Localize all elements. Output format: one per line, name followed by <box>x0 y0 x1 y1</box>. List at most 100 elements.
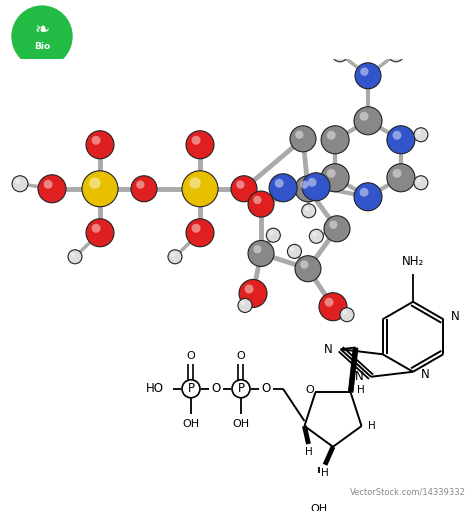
Circle shape <box>335 49 340 54</box>
Circle shape <box>248 191 274 217</box>
Text: O: O <box>187 351 195 361</box>
Text: P: P <box>188 382 194 396</box>
Circle shape <box>295 130 303 139</box>
Circle shape <box>86 131 114 159</box>
Text: OH: OH <box>182 419 200 429</box>
Circle shape <box>392 131 401 140</box>
Circle shape <box>191 136 201 145</box>
Circle shape <box>38 175 66 203</box>
Circle shape <box>360 67 368 76</box>
Circle shape <box>12 6 72 67</box>
Circle shape <box>269 174 297 202</box>
Circle shape <box>332 46 348 62</box>
Text: ❧: ❧ <box>35 21 50 39</box>
Circle shape <box>253 245 262 253</box>
Circle shape <box>310 229 323 243</box>
Text: O: O <box>305 385 314 396</box>
Circle shape <box>354 107 382 135</box>
Circle shape <box>295 256 321 282</box>
Circle shape <box>360 188 369 197</box>
Text: O: O <box>211 382 220 396</box>
Circle shape <box>232 380 250 398</box>
Circle shape <box>302 204 316 218</box>
Circle shape <box>414 128 428 142</box>
Text: OH: OH <box>232 419 250 429</box>
Circle shape <box>305 206 309 211</box>
Text: N: N <box>420 368 429 381</box>
Circle shape <box>324 216 350 242</box>
Circle shape <box>136 180 145 189</box>
Text: H: H <box>368 421 375 431</box>
Circle shape <box>236 180 245 189</box>
Circle shape <box>391 49 396 54</box>
Text: P: P <box>237 382 245 396</box>
Text: VectorStock.com/14339332: VectorStock.com/14339332 <box>350 487 466 496</box>
Circle shape <box>168 250 182 264</box>
Circle shape <box>12 176 28 192</box>
Circle shape <box>417 130 421 135</box>
Circle shape <box>182 171 218 207</box>
Circle shape <box>290 247 295 251</box>
Text: HO: HO <box>146 382 164 396</box>
Circle shape <box>253 196 262 204</box>
Circle shape <box>302 173 330 201</box>
Circle shape <box>308 178 317 187</box>
Circle shape <box>182 380 200 398</box>
Circle shape <box>68 250 82 264</box>
Text: OH: OH <box>310 504 327 511</box>
Circle shape <box>239 280 267 308</box>
Circle shape <box>91 136 100 145</box>
Circle shape <box>131 176 157 202</box>
Circle shape <box>321 126 349 154</box>
Circle shape <box>295 176 321 202</box>
Circle shape <box>186 131 214 159</box>
Circle shape <box>248 241 274 266</box>
Text: H: H <box>305 447 312 457</box>
Circle shape <box>71 252 75 257</box>
Circle shape <box>191 224 201 233</box>
Circle shape <box>91 224 100 233</box>
Text: N: N <box>355 370 364 383</box>
Circle shape <box>238 298 252 312</box>
Circle shape <box>327 131 336 140</box>
Text: ®: ® <box>84 484 92 493</box>
Circle shape <box>266 228 280 242</box>
Text: O: O <box>261 382 271 396</box>
Circle shape <box>387 164 415 192</box>
Circle shape <box>329 220 337 229</box>
Circle shape <box>387 126 415 154</box>
Circle shape <box>290 126 316 152</box>
Circle shape <box>82 171 118 207</box>
Circle shape <box>241 301 246 306</box>
Text: VectorStock: VectorStock <box>8 487 83 497</box>
Circle shape <box>275 179 283 188</box>
Circle shape <box>171 252 175 257</box>
Circle shape <box>269 231 273 235</box>
Circle shape <box>414 176 428 190</box>
Text: NH₂: NH₂ <box>402 256 424 268</box>
Circle shape <box>312 232 317 236</box>
Circle shape <box>319 293 347 321</box>
Circle shape <box>15 179 20 184</box>
Circle shape <box>300 261 309 269</box>
Circle shape <box>388 46 404 62</box>
Text: O: O <box>237 351 246 361</box>
Circle shape <box>231 176 257 202</box>
Circle shape <box>86 219 114 247</box>
Circle shape <box>321 164 349 192</box>
Circle shape <box>189 177 201 189</box>
Circle shape <box>89 177 100 189</box>
Circle shape <box>327 169 336 178</box>
Circle shape <box>186 219 214 247</box>
Text: Adenosine Diphosphate: Adenosine Diphosphate <box>109 16 462 42</box>
Text: H: H <box>321 468 329 478</box>
Circle shape <box>340 308 354 322</box>
Text: Bio: Bio <box>34 42 50 51</box>
Text: H: H <box>357 385 365 396</box>
Circle shape <box>343 310 347 315</box>
Circle shape <box>325 298 334 307</box>
Circle shape <box>417 178 421 183</box>
Circle shape <box>392 169 401 178</box>
Circle shape <box>245 285 254 293</box>
Circle shape <box>44 180 53 189</box>
